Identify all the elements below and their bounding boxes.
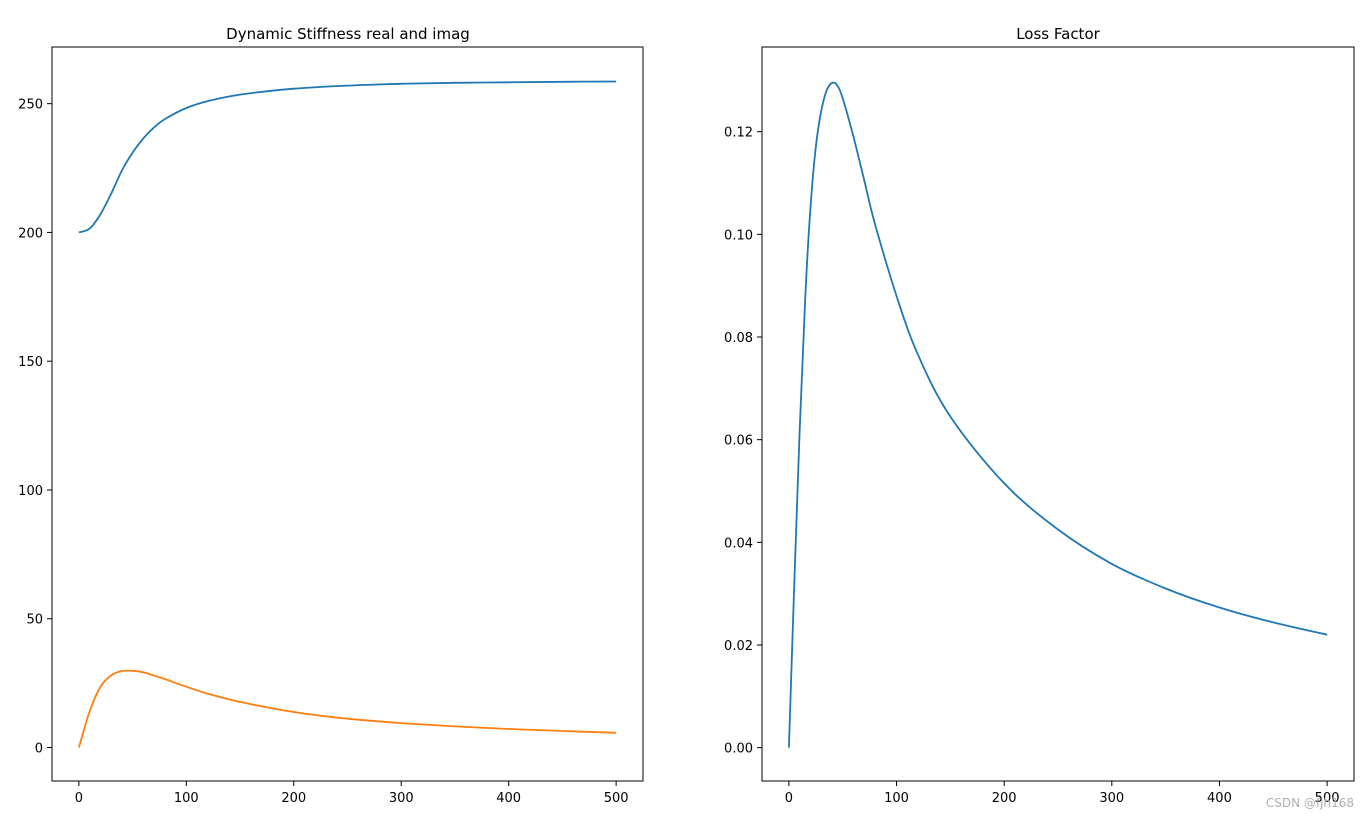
loss-factor-ytick-label: 0.06 [724,434,753,449]
loss-factor-xtick-label: 0 [785,791,793,806]
stiffness-xtick-label: 400 [496,791,521,806]
stiffness-xtick-label: 300 [389,791,414,806]
stiffness-xtick-label: 500 [604,791,629,806]
stiffness-xtick-label: 100 [174,791,199,806]
loss-factor-ytick-label: 0.08 [724,331,753,346]
stiffness-xtick-label: 0 [75,791,83,806]
loss-factor-xtick-label: 400 [1207,791,1232,806]
loss-factor-series-line-1 [788,81,1328,748]
loss-factor-xtick-label: 100 [884,791,909,806]
stiffness-ytick-label: 200 [18,226,43,241]
loss-factor-ytick-label: 0.10 [724,228,753,243]
stiffness-ytick-label: 50 [26,613,43,628]
loss-factor-xtick-label: 500 [1315,791,1340,806]
stiffness-series-line-1 [78,80,617,234]
loss-factor-ytick-label: 0.02 [724,639,753,654]
stiffness-chart-frame [51,46,644,782]
stiffness-ytick-label: 0 [35,742,43,757]
loss-factor-chart: Loss Factor 0 100 200 300 400 500 0.00 0.02 0.04… [724,25,1355,806]
stiffness-chart-title: Dynamic Stiffness real and imag [226,25,470,43]
stiffness-series-line-2 [78,669,617,748]
watermark: CSDN @fjh168 [1266,796,1354,810]
stiffness-ytick-label: 150 [18,355,43,370]
loss-factor-chart-title: Loss Factor [1016,25,1100,43]
loss-factor-xtick-label: 300 [1099,791,1124,806]
stiffness-ytick-label: 100 [18,484,43,499]
stiffness-chart: Dynamic Stiffness real and imag 0 100 200 3… [18,25,644,806]
loss-factor-ytick-label: 0.12 [724,126,753,141]
stiffness-ytick-label: 250 [18,98,43,113]
loss-factor-xtick-label: 200 [992,791,1017,806]
loss-factor-chart-frame [761,46,1355,782]
loss-factor-ytick-label: 0.04 [724,536,753,551]
loss-factor-ytick-label: 0.00 [724,742,753,757]
stiffness-xtick-label: 200 [281,791,306,806]
